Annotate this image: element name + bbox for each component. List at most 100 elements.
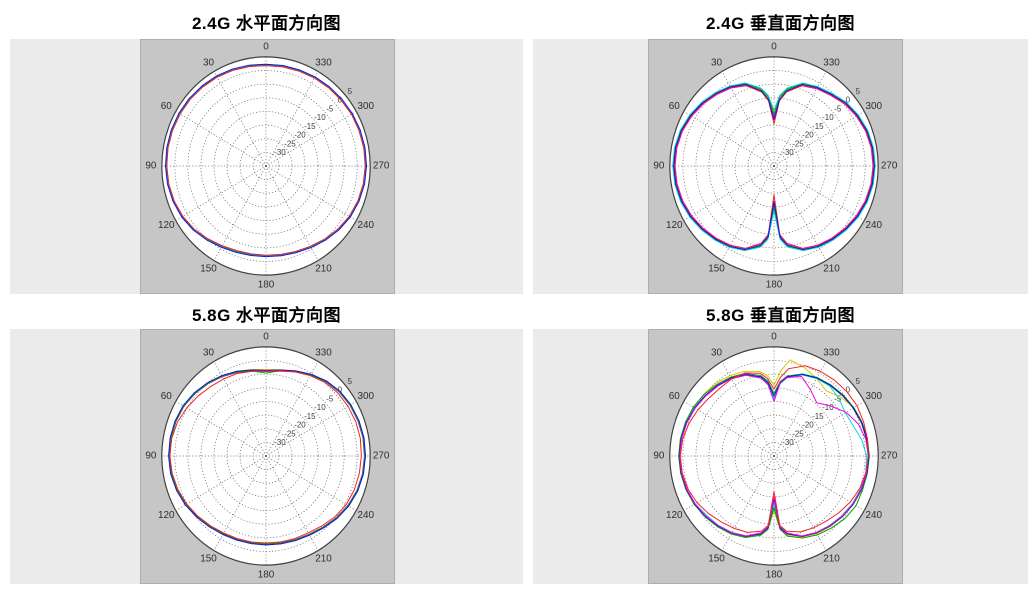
svg-text:60: 60 [669, 101, 681, 112]
svg-text:270: 270 [881, 161, 898, 172]
svg-text:180: 180 [766, 570, 783, 581]
svg-text:30: 30 [711, 347, 723, 358]
quadrant-5g8-horizontal: 5.8G 水平面方向图 0 30 60 90 120 150 180 210 240 270 300… [10, 298, 523, 584]
svg-text:0: 0 [846, 96, 851, 105]
svg-text:5: 5 [348, 87, 353, 96]
polar-panel: 0 30 60 90 120 150 180 210 240 270 300 330 5 0 -5 -10 -1… [648, 39, 903, 294]
svg-text:60: 60 [669, 391, 681, 402]
svg-text:180: 180 [258, 280, 275, 291]
polar-panel: 0 30 60 90 120 150 180 210 240 270 300 330 5 0 -5 -10 -1… [140, 329, 395, 584]
svg-text:330: 330 [823, 57, 840, 68]
svg-text:-30: -30 [274, 438, 286, 447]
svg-text:270: 270 [373, 161, 390, 172]
svg-text:5: 5 [856, 87, 861, 96]
svg-text:120: 120 [666, 220, 683, 231]
svg-text:150: 150 [200, 554, 217, 565]
polar-chart-2g4-horizontal: 030609012015018021024027030033050-5-10-1… [145, 41, 390, 291]
svg-text:330: 330 [823, 347, 840, 358]
svg-text:-15: -15 [304, 412, 316, 421]
polar-chart-5g8-horizontal: 030609012015018021024027030033050-5-10-1… [145, 331, 390, 581]
svg-text:210: 210 [823, 554, 840, 565]
svg-text:210: 210 [823, 264, 840, 275]
svg-text:-25: -25 [284, 139, 296, 148]
svg-text:300: 300 [865, 391, 882, 402]
svg-text:0: 0 [338, 386, 343, 395]
svg-text:150: 150 [708, 264, 725, 275]
svg-text:5: 5 [856, 377, 861, 386]
svg-text:180: 180 [258, 570, 275, 581]
svg-text:330: 330 [315, 57, 332, 68]
chart-title-2g4-horizontal: 2.4G 水平面方向图 [191, 14, 342, 33]
svg-text:330: 330 [315, 347, 332, 358]
svg-text:0: 0 [771, 41, 777, 52]
figure-strip: 0 30 60 90 120 150 180 210 240 270 300 330 5 0 -5 -10 -1… [10, 39, 523, 294]
svg-text:-10: -10 [822, 403, 834, 412]
svg-text:-5: -5 [326, 394, 334, 403]
polar-panel: 0 30 60 90 120 150 180 210 240 270 300 330 5 0 -5 -10 -1… [140, 39, 395, 294]
quadrant-2g4-horizontal: 2.4G 水平面方向图 0 30 60 90 120 150 180 210 240 270 300… [10, 0, 523, 294]
svg-text:30: 30 [203, 57, 215, 68]
polar-chart-2g4-vertical: 030609012015018021024027030033050-5-10-1… [653, 41, 898, 291]
svg-text:-15: -15 [304, 122, 316, 131]
svg-text:240: 240 [865, 220, 882, 231]
chart-title-5g8-vertical: 5.8G 垂直面方向图 [705, 306, 856, 325]
chart-title-5g8-horizontal: 5.8G 水平面方向图 [191, 306, 342, 325]
svg-text:30: 30 [203, 347, 215, 358]
svg-text:-30: -30 [782, 148, 794, 157]
chart-title-2g4-vertical: 2.4G 垂直面方向图 [705, 14, 856, 33]
svg-text:-10: -10 [822, 113, 834, 122]
svg-text:-20: -20 [294, 421, 306, 430]
svg-text:60: 60 [161, 391, 173, 402]
svg-text:-10: -10 [314, 113, 326, 122]
svg-text:-5: -5 [834, 104, 842, 113]
svg-text:-20: -20 [294, 131, 306, 140]
svg-text:-20: -20 [802, 131, 814, 140]
svg-text:300: 300 [357, 391, 374, 402]
quadrant-2g4-vertical: 2.4G 垂直面方向图 0 30 60 90 120 150 180 210 240 270 300… [533, 0, 1028, 294]
svg-text:180: 180 [766, 280, 783, 291]
svg-text:120: 120 [158, 220, 175, 231]
svg-text:-20: -20 [802, 421, 814, 430]
svg-text:150: 150 [708, 554, 725, 565]
svg-text:120: 120 [666, 510, 683, 521]
svg-text:5: 5 [348, 377, 353, 386]
polar-panel: 0 30 60 90 120 150 180 210 240 270 300 330 5 0 -5 -10 -1… [648, 329, 903, 584]
svg-text:-10: -10 [314, 403, 326, 412]
svg-text:-25: -25 [284, 429, 296, 438]
svg-text:-15: -15 [812, 412, 824, 421]
svg-text:30: 30 [711, 57, 723, 68]
svg-text:-30: -30 [782, 438, 794, 447]
svg-text:60: 60 [161, 101, 173, 112]
figure-strip: 0 30 60 90 120 150 180 210 240 270 300 330 5 0 -5 -10 -1… [533, 39, 1028, 294]
polar-chart-5g8-vertical: 030609012015018021024027030033050-5-10-1… [653, 331, 898, 581]
quadrant-5g8-vertical: 5.8G 垂直面方向图 0 30 60 90 120 150 180 210 240 270 300… [533, 298, 1028, 584]
svg-text:120: 120 [158, 510, 175, 521]
svg-text:-5: -5 [326, 104, 334, 113]
svg-text:210: 210 [315, 264, 332, 275]
svg-text:90: 90 [145, 451, 157, 462]
figure-strip: 0 30 60 90 120 150 180 210 240 270 300 330 5 0 -5 -10 -1… [10, 329, 523, 584]
svg-text:0: 0 [338, 96, 343, 105]
svg-text:90: 90 [653, 451, 665, 462]
svg-text:0: 0 [263, 41, 269, 52]
svg-text:240: 240 [865, 510, 882, 521]
svg-text:270: 270 [881, 451, 898, 462]
svg-text:210: 210 [315, 554, 332, 565]
svg-text:270: 270 [373, 451, 390, 462]
figure-strip: 0 30 60 90 120 150 180 210 240 270 300 330 5 0 -5 -10 -1… [533, 329, 1028, 584]
svg-text:240: 240 [357, 510, 374, 521]
svg-text:-30: -30 [274, 148, 286, 157]
svg-text:-15: -15 [812, 122, 824, 131]
svg-text:300: 300 [865, 101, 882, 112]
svg-text:0: 0 [771, 331, 777, 342]
svg-text:0: 0 [263, 331, 269, 342]
svg-text:90: 90 [653, 161, 665, 172]
svg-text:-25: -25 [792, 139, 804, 148]
svg-text:150: 150 [200, 264, 217, 275]
svg-text:90: 90 [145, 161, 157, 172]
svg-text:-5: -5 [834, 394, 842, 403]
svg-text:0: 0 [846, 386, 851, 395]
svg-text:300: 300 [357, 101, 374, 112]
svg-text:240: 240 [357, 220, 374, 231]
